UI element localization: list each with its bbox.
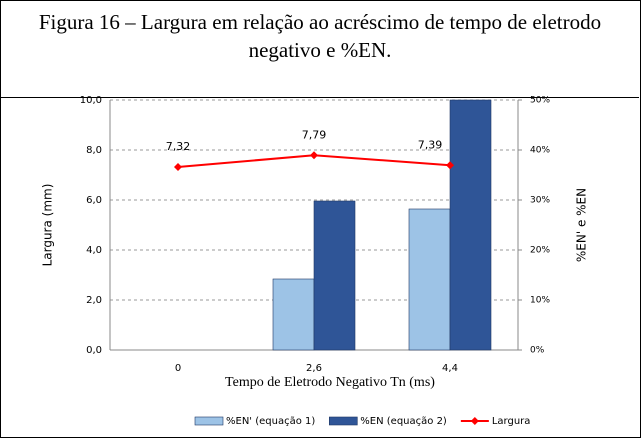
data-label: 7,39	[418, 138, 443, 151]
bar	[408, 208, 451, 351]
y2-tick-label: 20%	[530, 246, 550, 256]
bar	[272, 278, 315, 351]
marker	[310, 151, 318, 160]
bar	[449, 99, 492, 351]
separator	[0, 97, 639, 98]
bar	[313, 200, 356, 351]
legend-label: %EN (equação 2)	[360, 416, 447, 427]
y2-axis-label: %EN' e %EN	[575, 188, 589, 262]
y2-tick-label: 30%	[530, 196, 550, 206]
y-axis-label: Largura (mm)	[41, 184, 55, 267]
chart-title: Figura 16 – Largura em relação ao acrésc…	[38, 10, 602, 62]
y2-tick-label: 40%	[530, 146, 550, 156]
y-tick-label: 0,0	[86, 345, 102, 356]
legend-swatch	[328, 416, 358, 426]
y-tick-label: 6,0	[86, 195, 102, 206]
data-label: 7,32	[166, 140, 191, 153]
x-tick-label: 0	[175, 363, 181, 374]
x-tick-label: 4,4	[442, 363, 458, 374]
legend-label: %EN' (equação 1)	[226, 416, 315, 427]
y2-tick-label: 0%	[530, 346, 545, 356]
y-tick-label: 4,0	[86, 245, 102, 256]
legend-label: Largura	[492, 416, 531, 427]
x-tick-label: 2,6	[306, 363, 322, 374]
y2-tick-label: 50%	[530, 96, 550, 106]
y-tick-label: 2,0	[86, 295, 102, 306]
marker	[446, 161, 454, 170]
data-label: 7,79	[302, 128, 327, 141]
y-tick-label: 8,0	[86, 145, 102, 156]
y2-tick-label: 10%	[530, 296, 550, 306]
legend-marker	[470, 417, 479, 425]
x-axis-label: Tempo de Eletrodo Negativo Tn (ms)	[225, 375, 435, 390]
legend-swatch	[194, 416, 224, 426]
y-tick-label: 10,0	[80, 95, 102, 106]
marker	[174, 163, 182, 171]
